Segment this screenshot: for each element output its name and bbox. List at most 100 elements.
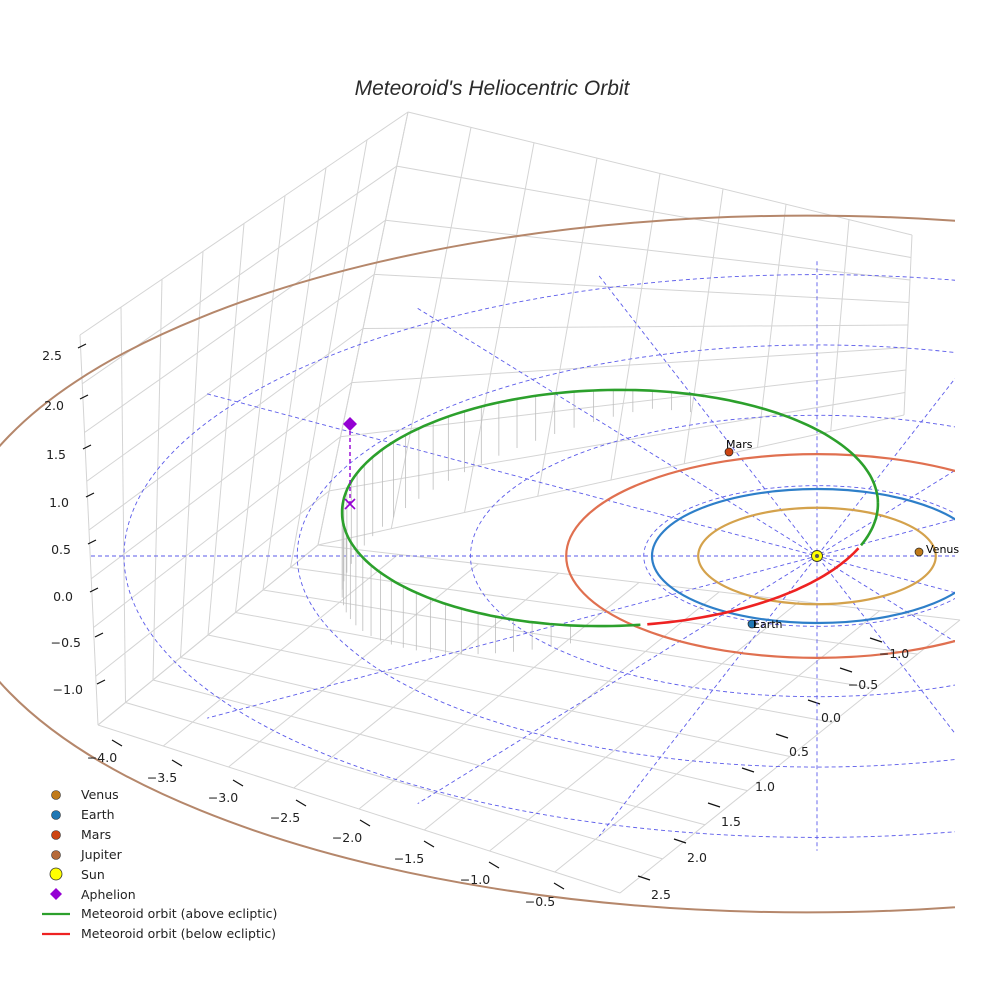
chart-title: Meteoroid's Heliocentric Orbit xyxy=(355,77,631,100)
z-tick-mark xyxy=(89,587,99,593)
y-tick: 0.5 xyxy=(789,744,809,759)
sun-core xyxy=(815,554,819,558)
grid-line xyxy=(97,544,319,726)
grid-line xyxy=(162,553,399,747)
z-tick: −0.5 xyxy=(51,635,81,650)
drop-lines xyxy=(341,389,691,655)
grid-line xyxy=(385,219,911,281)
x-tick-mark xyxy=(111,739,123,747)
y-tick: 1.0 xyxy=(755,779,775,794)
y-tick-mark xyxy=(707,802,721,808)
x-tick: −0.5 xyxy=(525,894,555,909)
y-tick-mark xyxy=(637,875,651,881)
x-tick-mark xyxy=(359,819,371,827)
x-tick: −2.0 xyxy=(332,830,362,845)
grid-line xyxy=(90,382,353,580)
x-tick: −1.0 xyxy=(460,872,490,887)
mars-label: Mars xyxy=(726,438,753,451)
x-tick: −4.0 xyxy=(87,750,117,765)
z-tick-mark xyxy=(96,679,106,685)
legend-jupiter-label: Jupiter xyxy=(80,847,123,862)
y-tick-mark xyxy=(807,699,821,705)
grid-line xyxy=(554,610,881,873)
grid-line xyxy=(396,165,912,258)
x-tick-mark xyxy=(171,759,183,767)
aphelion-projection xyxy=(344,498,356,510)
x-axis-ticks: −4.0 −3.5 −3.0 −2.5 −2.0 −1.5 −1.0 −0.5 xyxy=(87,750,555,909)
grid-line xyxy=(358,582,640,810)
orbits xyxy=(0,214,955,914)
mars-orbit xyxy=(565,453,955,659)
axis-grid xyxy=(77,111,961,894)
grid-line xyxy=(423,591,720,831)
z-tick: −1.0 xyxy=(53,682,83,697)
x-tick-mark xyxy=(295,799,307,807)
x-tick-mark xyxy=(488,861,500,869)
y-tick: 2.5 xyxy=(651,887,671,902)
x-tick-mark xyxy=(423,840,435,848)
meteoroid-orbit-below xyxy=(647,547,860,626)
earth-marker xyxy=(747,619,757,629)
z-tick: 2.5 xyxy=(42,348,62,363)
y-tick-mark xyxy=(741,767,755,773)
z-tick: 1.0 xyxy=(49,495,69,510)
grid-line xyxy=(86,273,375,482)
markers xyxy=(343,417,924,629)
grid-line xyxy=(293,572,560,789)
grid-line xyxy=(79,111,409,336)
x-tick: −2.5 xyxy=(270,810,300,825)
y-tick: −0.5 xyxy=(848,677,878,692)
z-tick: 0.5 xyxy=(51,542,71,557)
y-tick: 2.0 xyxy=(687,850,707,865)
legend-sun-marker xyxy=(49,867,63,881)
x-tick: −1.5 xyxy=(394,851,424,866)
grid-line xyxy=(340,369,907,438)
aphelion-marker xyxy=(343,417,357,431)
grid-line xyxy=(88,328,364,531)
z-tick-mark xyxy=(77,343,87,349)
legend-mars-label: Mars xyxy=(81,827,111,842)
legend-below-label: Meteoroid orbit (below ecliptic) xyxy=(81,926,276,941)
z-tick-mark xyxy=(82,444,92,450)
y-tick: 1.5 xyxy=(721,814,741,829)
legend-above-label: Meteoroid orbit (above ecliptic) xyxy=(81,906,277,921)
grid-line xyxy=(329,392,906,492)
y-tick: 0.0 xyxy=(821,710,841,725)
grid-line xyxy=(228,563,479,768)
legend-jupiter-marker xyxy=(51,850,61,860)
grid-line xyxy=(93,436,341,628)
z-tick-mark xyxy=(79,394,89,400)
grid-line xyxy=(374,273,910,303)
grid-line xyxy=(489,600,800,852)
legend-earth-label: Earth xyxy=(81,807,115,822)
venus-marker xyxy=(914,547,924,557)
x-tick-mark xyxy=(232,779,244,787)
y-tick: −1.0 xyxy=(879,646,909,661)
venus-orbit xyxy=(697,506,937,606)
jupiter-orbit xyxy=(0,214,955,914)
z-tick: 1.5 xyxy=(46,447,66,462)
z-tick: 2.0 xyxy=(44,398,64,413)
z-tick-mark xyxy=(94,632,104,638)
z-tick-mark xyxy=(87,539,97,545)
x-tick: −3.5 xyxy=(147,770,177,785)
legend-mars-marker xyxy=(51,830,61,840)
mars-marker xyxy=(724,447,734,457)
legend-venus-marker xyxy=(51,790,61,800)
legend-aphelion-marker xyxy=(50,888,62,900)
legend-earth-marker xyxy=(51,810,61,820)
legend-sun-label: Sun xyxy=(81,867,105,882)
z-tick-mark xyxy=(85,492,95,498)
legend-aphelion-label: Aphelion xyxy=(81,887,136,902)
grid-line xyxy=(351,347,908,384)
y-axis-ticks: −1.0 −0.5 0.0 0.5 1.0 1.5 2.0 2.5 xyxy=(651,646,909,902)
grid-line xyxy=(317,414,905,546)
grid-line xyxy=(407,111,913,236)
earth-label: Earth xyxy=(753,618,783,631)
x-tick: −3.0 xyxy=(208,790,238,805)
grid-line xyxy=(619,619,961,894)
legend: Venus Earth Mars Jupiter Sun Aphelion Me… xyxy=(42,787,277,941)
x-tick-mark xyxy=(553,882,565,890)
grid-line xyxy=(84,219,386,433)
